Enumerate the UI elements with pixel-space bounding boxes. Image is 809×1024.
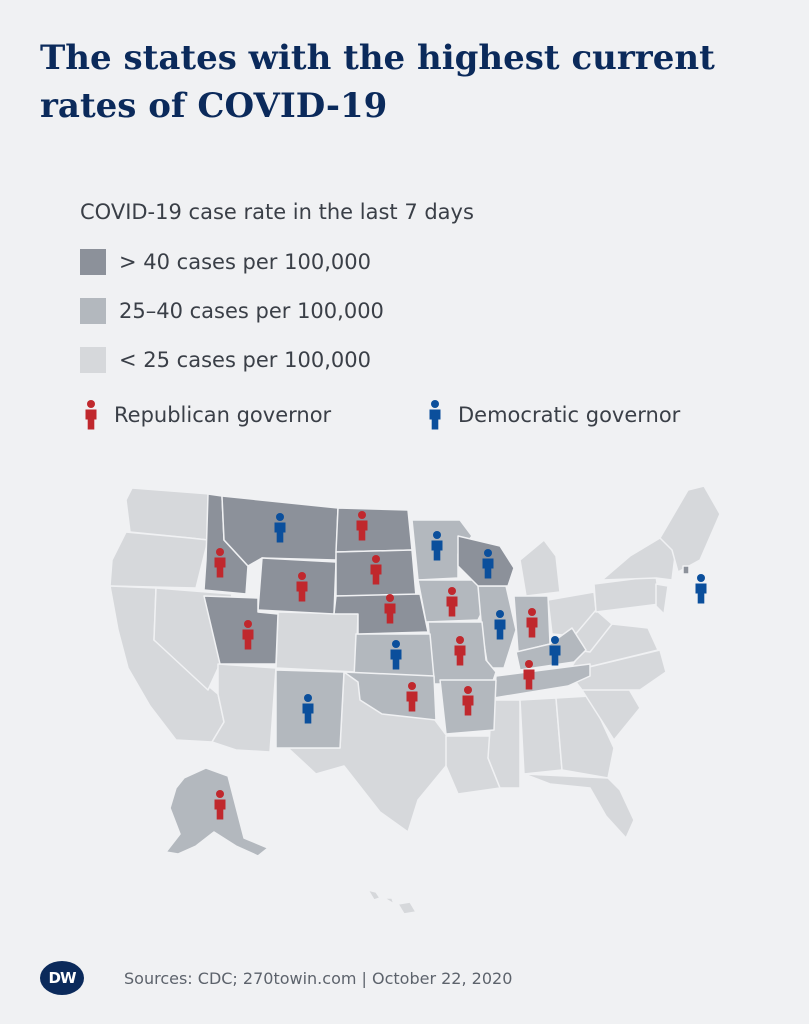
- legend-swatch-medium: [80, 298, 106, 324]
- legend-label-republican: Republican governor: [114, 403, 332, 427]
- state-washington: [125, 487, 211, 541]
- legend-label-low: < 25 cases per 100,000: [119, 348, 371, 372]
- dw-logo: DW: [40, 961, 84, 995]
- state-new-jersey: [655, 583, 669, 615]
- state-hawaii: [367, 889, 417, 915]
- state-alabama: [519, 697, 563, 775]
- state-tennessee: [493, 663, 591, 699]
- state-ohio: [547, 591, 597, 637]
- legend-label-medium: 25–40 cases per 100,000: [119, 299, 384, 323]
- legend-item-high: > 40 cases per 100,000: [80, 248, 371, 276]
- legend-swatch-high: [80, 249, 106, 275]
- legend-item-democratic: Democratic governor: [428, 400, 680, 430]
- state-michigan: [519, 539, 561, 597]
- legend-swatch-low: [80, 347, 106, 373]
- sources-text: Sources: CDC; 270towin.com | October 22,…: [124, 968, 513, 988]
- state-mississippi: [487, 699, 521, 789]
- state-florida: [523, 773, 635, 839]
- footer: DW Sources: CDC; 270towin.com | October …: [40, 960, 512, 996]
- state-pennsylvania: [593, 575, 661, 613]
- legend-title: COVID-19 case rate in the last 7 days: [80, 200, 474, 224]
- legend-item-republican: Republican governor: [84, 400, 331, 430]
- state-oregon: [109, 531, 209, 589]
- state-utah: [203, 595, 279, 665]
- state-new-york: [601, 537, 677, 581]
- state-new-england: [659, 485, 721, 573]
- person-icon-red: [85, 400, 97, 430]
- person-icon-blue: [429, 400, 441, 430]
- state-north-dakota: [335, 507, 413, 553]
- legend-label-democratic: Democratic governor: [458, 403, 681, 427]
- legend-item-low: < 25 cases per 100,000: [80, 346, 371, 374]
- state-nebraska: [333, 593, 429, 635]
- page-title: The states with the highest current rate…: [40, 38, 715, 126]
- state-arizona: [211, 663, 277, 753]
- state-rhode-island: [682, 565, 690, 575]
- marker-rhode-island: [695, 574, 707, 604]
- state-georgia: [555, 695, 615, 779]
- us-map: [109, 485, 721, 915]
- legend-label-high: > 40 cases per 100,000: [119, 250, 371, 274]
- state-colorado: [275, 611, 359, 673]
- legend-item-medium: 25–40 cases per 100,000: [80, 297, 384, 325]
